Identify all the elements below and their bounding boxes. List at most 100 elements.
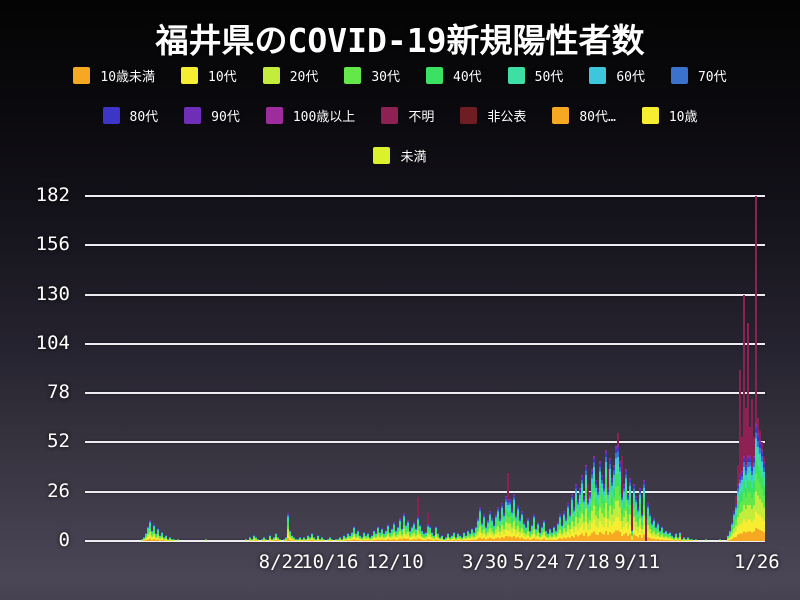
- bar: [289, 529, 291, 541]
- bar: [385, 529, 387, 541]
- bar: [157, 527, 159, 541]
- legend-item: 80代: [102, 106, 159, 125]
- legend-item: 90代: [184, 106, 240, 125]
- bar: [597, 487, 599, 541]
- bar: [455, 537, 457, 541]
- bar: [479, 506, 481, 541]
- legend-swatch: [262, 67, 280, 84]
- bar: [569, 512, 571, 541]
- legend-item-label: 非公表: [487, 110, 527, 125]
- bar: [453, 531, 455, 541]
- plot-area: [85, 195, 765, 542]
- legend-item-label: 90代: [211, 110, 240, 125]
- bar: [343, 535, 345, 541]
- gridline: [85, 195, 765, 197]
- bar: [359, 535, 361, 541]
- bar: [643, 480, 645, 541]
- legend-swatch: [265, 107, 283, 124]
- bar: [679, 531, 681, 541]
- bar: [541, 525, 543, 541]
- legend-item: 10歳: [641, 106, 697, 125]
- bar: [591, 468, 593, 541]
- bar: [421, 529, 423, 541]
- bar: [757, 417, 759, 541]
- bar: [677, 537, 679, 541]
- bar: [743, 294, 745, 541]
- bar: [295, 539, 297, 541]
- bar: [513, 493, 515, 541]
- bar: [557, 522, 559, 541]
- legend-item: 10代: [181, 66, 237, 85]
- bar: [521, 510, 523, 541]
- bar: [559, 514, 561, 541]
- gridline: [85, 293, 765, 296]
- bar: [457, 533, 459, 541]
- bar: [161, 531, 163, 541]
- bar: [163, 537, 165, 541]
- bar: [483, 514, 485, 541]
- bar: [459, 535, 461, 541]
- bar: [447, 533, 449, 541]
- bar: [519, 518, 521, 541]
- bar: [729, 529, 731, 541]
- legend-item: 60代: [589, 66, 645, 85]
- gridline: [85, 441, 765, 444]
- bar: [575, 484, 577, 541]
- bar: [473, 531, 475, 541]
- bar: [585, 465, 587, 541]
- legend-item: 80代…: [552, 106, 616, 125]
- bar: [255, 537, 257, 541]
- bar: [531, 523, 533, 541]
- bar: [537, 522, 539, 541]
- bar: [353, 525, 355, 541]
- legend-item-label: 80代: [129, 110, 159, 125]
- bar: [617, 432, 619, 541]
- bar: [321, 537, 323, 541]
- bar: [663, 531, 665, 541]
- bar: [705, 539, 707, 541]
- legend-item: 70代: [670, 66, 727, 85]
- bar: [763, 455, 765, 541]
- x-tick-label: 9/11: [614, 551, 661, 573]
- bar: [369, 537, 371, 541]
- bar: [379, 531, 381, 541]
- legend-item-label: 未満: [400, 150, 427, 165]
- bar: [553, 525, 555, 541]
- y-tick-label: 78: [47, 381, 70, 404]
- legend-item: 非公表: [460, 106, 526, 125]
- bar: [661, 525, 663, 541]
- bar: [667, 533, 669, 541]
- legend-item: 20代: [262, 66, 318, 85]
- bar: [173, 539, 175, 541]
- gridline: [85, 244, 765, 247]
- bar: [669, 531, 671, 541]
- bar: [605, 450, 607, 541]
- bar: [509, 499, 511, 541]
- bar: [149, 520, 151, 541]
- legend-item-label: 60代: [616, 70, 645, 85]
- legend-row-1: 10歳未満 10代 20代 30代 40代 50代 60代 70代: [0, 66, 800, 85]
- bar: [411, 525, 413, 541]
- bar: [635, 495, 637, 541]
- bar: [489, 510, 491, 541]
- bar: [733, 510, 735, 541]
- bar: [507, 472, 509, 541]
- bar: [503, 512, 505, 541]
- bar: [747, 323, 749, 541]
- bar: [621, 455, 623, 541]
- legend-item: 30代: [344, 66, 400, 85]
- bar: [753, 436, 755, 541]
- bar: [665, 529, 667, 541]
- bar: [595, 480, 597, 541]
- bar: [441, 535, 443, 541]
- bar: [737, 465, 739, 541]
- bar: [485, 525, 487, 541]
- chart-title: 福井県のCOVID-19新規陽性者数: [155, 21, 645, 60]
- bar: [689, 539, 691, 541]
- bar: [363, 531, 365, 541]
- bar: [551, 531, 553, 541]
- legend-item-label: 10代: [208, 70, 237, 85]
- bar: [623, 484, 625, 541]
- bar: [719, 539, 721, 541]
- bar: [263, 537, 265, 541]
